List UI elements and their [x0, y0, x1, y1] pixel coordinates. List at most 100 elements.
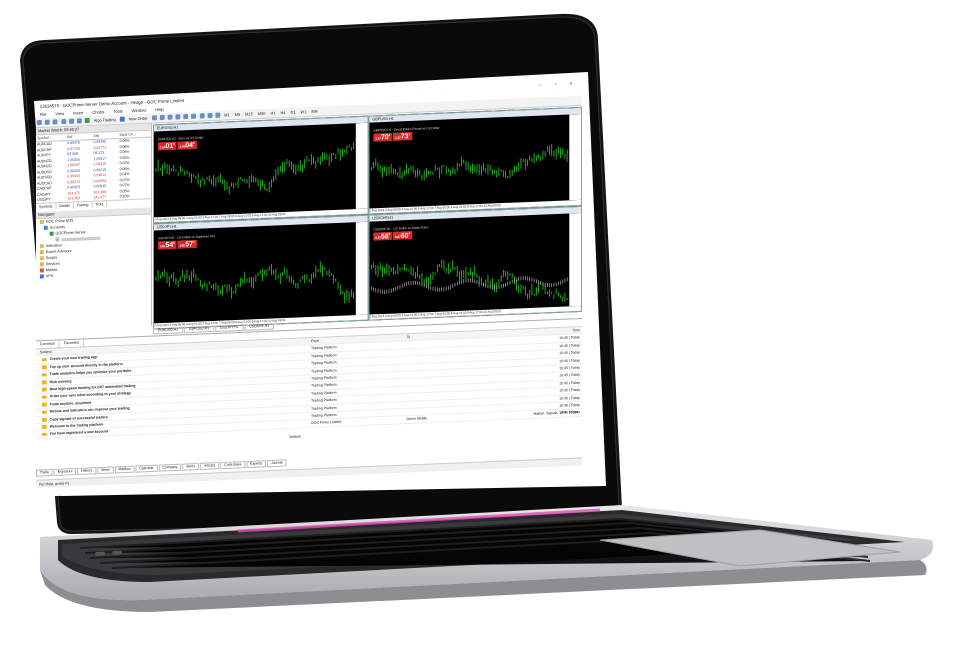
mail-time: 10:45 | Today [559, 395, 581, 401]
chart-usdjpy[interactable]: USDJPY,H1 USDJPY,H1 - US Dollar vs Japane… [153, 214, 369, 330]
market-icon [39, 268, 44, 273]
chart-tab-gbpusd[interactable]: GBPUSD,H1 [183, 325, 214, 334]
menu-file[interactable]: File [39, 111, 47, 117]
scripts-icon [39, 256, 44, 261]
tab-ticks[interactable]: Ticks [92, 201, 108, 208]
bottom-tab-experts[interactable]: Experts [246, 460, 267, 469]
chart-usdchf[interactable]: USDCHF,H1 USDCHF,H1 - US Dollar vs Swiss … [368, 205, 582, 321]
bottom-tab-company[interactable]: Company [158, 463, 182, 472]
mail-time: 10:45 | Today [559, 343, 581, 348]
market-watch-icon[interactable] [52, 119, 58, 125]
bottom-tab-journal[interactable]: Journal [267, 459, 287, 468]
menu-view[interactable]: View [55, 110, 65, 117]
col-from[interactable]: From [310, 338, 320, 344]
new-order-button[interactable]: New Order [128, 115, 148, 122]
bottom-tab-history[interactable]: History [77, 467, 97, 476]
tab-symbols[interactable]: Symbols [36, 203, 57, 211]
mail-subject: Risk warning [49, 378, 72, 384]
envelope-icon [41, 372, 47, 377]
tf-w1[interactable]: W1 [300, 109, 307, 115]
tf-m1[interactable]: M1 [224, 112, 230, 118]
algo-trading-icon[interactable] [84, 117, 90, 124]
tf-m15[interactable]: M15 [245, 111, 253, 117]
tf-m30[interactable]: M30 [257, 110, 266, 117]
zoom-out-icon[interactable] [183, 113, 189, 120]
chart-eurusd[interactable]: EURUSD,H1 EURUSD,H1 - Euro vs US Dollar 1.… [153, 115, 369, 224]
mail-time: 10:45 | Today [559, 387, 581, 393]
tab-trading[interactable]: Trading [73, 201, 93, 209]
tile-windows-icon[interactable] [191, 113, 197, 119]
zoom-in-icon[interactable] [175, 114, 181, 120]
bottom-tab-trade[interactable]: Trade [36, 468, 53, 477]
bottom-tab-exposure[interactable]: Exposure [53, 467, 77, 476]
price-plot[interactable] [369, 113, 582, 209]
price-plot[interactable] [369, 212, 582, 315]
chart-gbpusd[interactable]: GBPUSD,H1 GBPUSD,H1 - Great Britain Pound… [368, 106, 582, 215]
chart-tab-usdjpy[interactable]: USDJPY,H1 [214, 324, 244, 332]
nav-label: Market [45, 267, 58, 273]
nav-label: Expert Advisors [45, 249, 72, 255]
mail-from: Trading Platform [310, 405, 337, 411]
algo-trading-button[interactable]: Algo Trading [93, 116, 116, 123]
tf-h4[interactable]: H4 [280, 109, 286, 116]
nav-label: GOC Prime MT5 [45, 218, 74, 224]
line-chart-icon[interactable] [167, 114, 173, 120]
bar-chart-icon[interactable] [151, 115, 157, 121]
toolbox-icon[interactable] [76, 118, 82, 124]
mail-time: 10:45 | Today [559, 357, 581, 363]
price-plot[interactable] [154, 221, 368, 324]
bottom-tab-articles[interactable]: Articles [199, 462, 220, 470]
envelope-icon [41, 432, 47, 437]
tab-common[interactable]: Common [36, 340, 60, 349]
price-plot[interactable] [154, 122, 368, 218]
menu-help[interactable]: Help [155, 106, 164, 113]
vps-icon [39, 274, 44, 279]
mail-from: Trading Platform [310, 375, 337, 381]
menu-window[interactable]: Window [131, 107, 147, 114]
window-controls[interactable]: – ▫ × [538, 80, 579, 89]
navigator-icon[interactable] [60, 118, 66, 125]
bottom-tab-news[interactable]: News [97, 466, 114, 475]
side-market[interactable]: Market [533, 411, 545, 416]
side-signals[interactable]: Signals [546, 410, 558, 416]
text-icon[interactable] [215, 112, 221, 118]
chart-tab-eurusd[interactable]: EURUSD,H1 [153, 327, 184, 335]
menu-charts[interactable]: Charts [92, 109, 105, 115]
envelope-icon [41, 387, 47, 392]
bottom-tab-alerts[interactable]: Alerts [182, 462, 200, 471]
bottom-tab-calendar[interactable]: Calendar [135, 464, 158, 473]
tf-mn[interactable]: MN [311, 108, 318, 114]
tf-d1[interactable]: D1 [290, 109, 296, 115]
menu-insert[interactable]: Insert [73, 110, 84, 116]
trendline-icon[interactable] [207, 112, 213, 119]
accounts-icon [43, 225, 48, 230]
side-vps[interactable]: VPS [559, 410, 567, 415]
tf-m5[interactable]: M5 [234, 111, 241, 118]
side-tester[interactable]: Tester [568, 410, 579, 415]
bottom-tab-code-base[interactable]: Code Base [220, 461, 246, 470]
data-window-icon[interactable] [68, 118, 74, 124]
menu-tools[interactable]: Tools [113, 108, 123, 114]
new-order-icon[interactable] [119, 116, 125, 122]
bottom-tab-mailbox[interactable]: Mailbox [114, 465, 135, 474]
mail-from: Trading Platform [310, 360, 337, 366]
col-time[interactable]: Time [572, 328, 581, 333]
new-chart-icon[interactable] [36, 119, 42, 126]
candlestick-icon[interactable] [159, 114, 165, 121]
envelope-icon [41, 380, 47, 385]
mail-from: Trading Platform [310, 412, 337, 418]
chart-tab-usdchf[interactable]: USDCHF,H1 [244, 323, 274, 331]
mail-from: Trading Platform [310, 390, 337, 396]
folder-icon [39, 219, 44, 225]
col-subject[interactable]: Subject [39, 349, 52, 355]
profiles-icon[interactable] [44, 119, 50, 125]
crosshair-icon[interactable] [199, 113, 205, 119]
mail-time: 10:45 | Today [559, 350, 581, 356]
tf-h1[interactable]: H1 [270, 110, 276, 116]
tab-favorites[interactable]: Favorites [59, 339, 84, 348]
nav-label: Indicators [45, 243, 62, 249]
tab-details[interactable]: Details [56, 202, 74, 210]
account-icon [55, 237, 60, 242]
col-to[interactable]: To [406, 335, 411, 340]
